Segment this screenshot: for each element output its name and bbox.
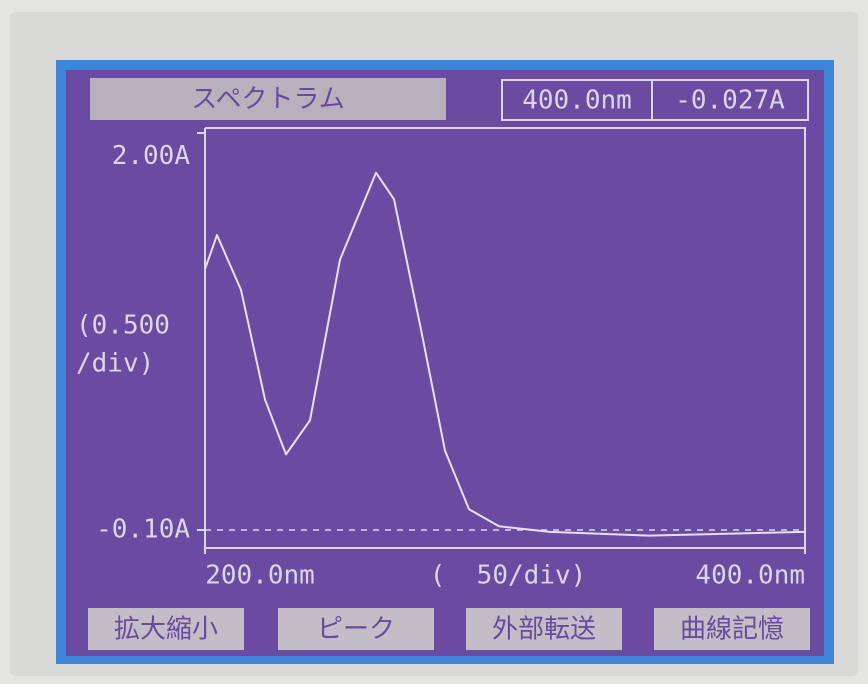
y-tick-label: -0.10A (96, 515, 190, 545)
screen-title: スペクトラム (191, 85, 344, 115)
wavelength: 400.0nm (522, 86, 632, 116)
absorbance: -0.027A (675, 86, 785, 116)
button-label[interactable]: 外部転送 (492, 615, 596, 645)
x-tick-label: 400.0nm (695, 561, 805, 591)
button-label[interactable]: 拡大縮小 (114, 615, 218, 645)
x-tick-label: 200.0nm (205, 561, 315, 591)
y-scale-label: (0.500 (76, 311, 170, 341)
y-scale-label: /div) (76, 349, 154, 379)
button[interactable]: 拡大縮小 (88, 608, 244, 650)
button[interactable]: 外部転送 (466, 608, 622, 650)
x-scale-label: ( 50/div) (430, 561, 587, 591)
button-label[interactable]: 曲線記憶 (680, 615, 784, 645)
button[interactable]: 曲線記憶 (654, 608, 810, 650)
page: スペクトラム 400.0nm -0.027A 拡大縮小 ピーク 外部転送 曲線記憶 2… (0, 0, 868, 680)
device: スペクトラム 400.0nm -0.027A 拡大縮小 ピーク 外部転送 曲線記憶 2… (0, 0, 868, 680)
y-tick-label: 2.00A (112, 141, 191, 171)
button-label[interactable]: ピーク (317, 615, 395, 645)
button[interactable]: ピーク (278, 608, 434, 650)
